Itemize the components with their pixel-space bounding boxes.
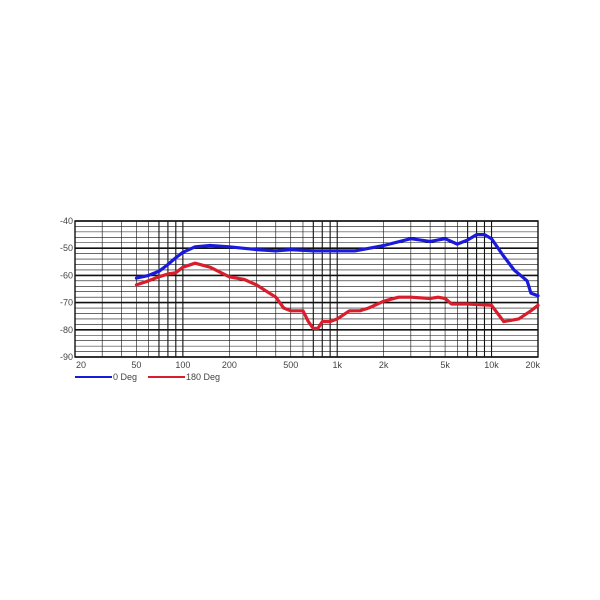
legend: 0 Deg 180 Deg xyxy=(75,372,220,382)
x-tick-label: 20 xyxy=(76,360,86,370)
x-tick-label: 2k xyxy=(379,360,389,370)
x-tick-label: 10k xyxy=(484,360,499,370)
y-tick-labels: -40 -50 -60 -70 -80 -90 xyxy=(60,216,73,362)
y-tick-label: -40 xyxy=(60,216,73,226)
series-line-0 xyxy=(134,233,540,298)
x-tick-labels: 20 50 100 200 500 1k 2k 5k 10k 20k xyxy=(76,360,540,370)
x-tick-label: 200 xyxy=(222,360,237,370)
legend-label-0: 0 Deg xyxy=(113,372,137,382)
y-tick-label: -50 xyxy=(60,243,73,253)
x-tick-label: 50 xyxy=(131,360,141,370)
x-tick-label: 500 xyxy=(283,360,298,370)
grid xyxy=(74,220,539,358)
y-tick-label: -60 xyxy=(60,270,73,280)
x-tick-label: 1k xyxy=(332,360,342,370)
series-line-1 xyxy=(134,261,540,330)
y-tick-label: -90 xyxy=(60,352,73,362)
x-tick-label: 20k xyxy=(525,360,540,370)
y-tick-label: -70 xyxy=(60,298,73,308)
series-lines xyxy=(134,233,540,330)
legend-label-1: 180 Deg xyxy=(186,372,220,382)
plot-frame xyxy=(74,220,539,358)
x-tick-label: 5k xyxy=(440,360,450,370)
x-tick-label: 100 xyxy=(175,360,190,370)
y-tick-label: -80 xyxy=(60,325,73,335)
